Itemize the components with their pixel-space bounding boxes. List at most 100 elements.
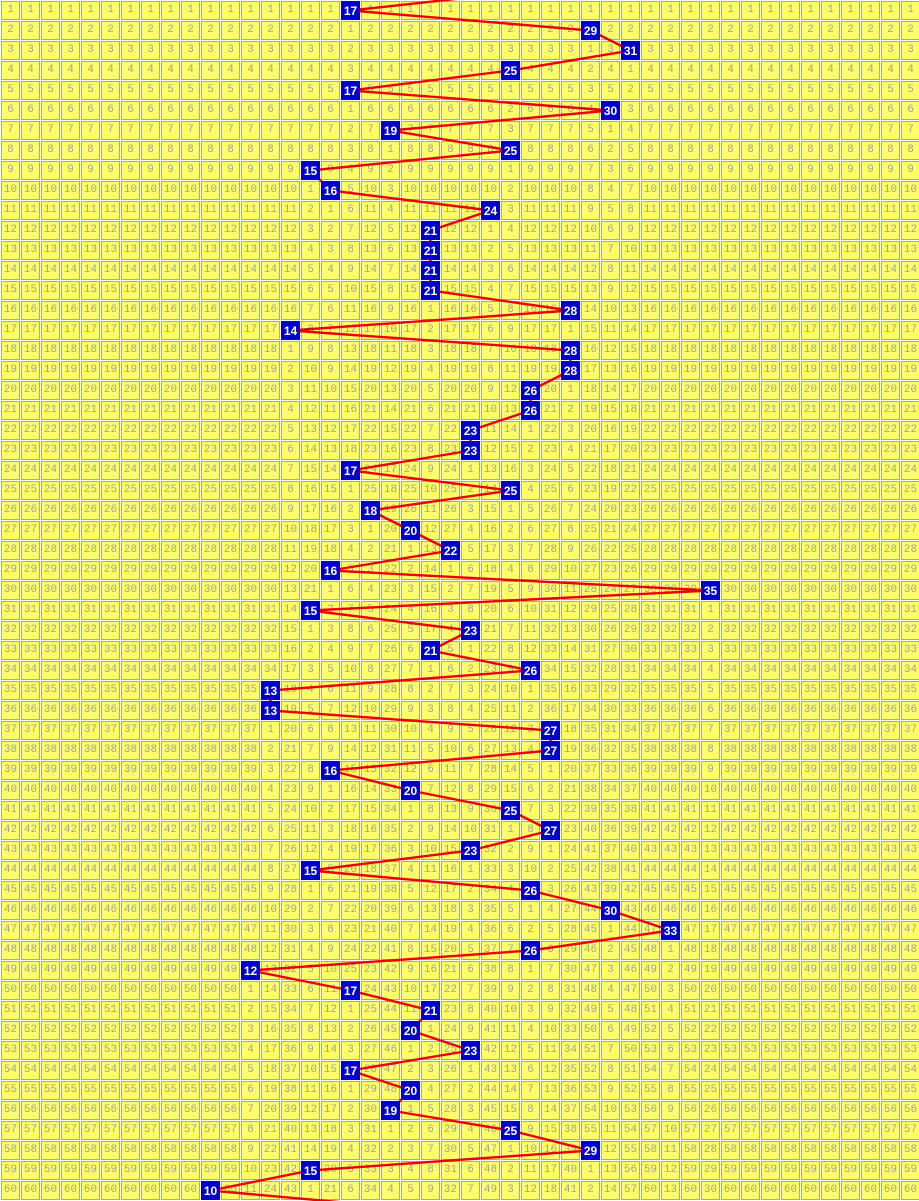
miss-cell: 9 <box>121 161 140 180</box>
miss-cell: 3 <box>741 41 760 60</box>
table-row: 10 10 10 10 10 10 10 10 10 10 10 10 10 10 10 1 5 10 3 10 10 1… <box>1 181 919 200</box>
miss-cell: 29 <box>641 561 660 580</box>
miss-cell: 4 <box>461 61 480 80</box>
miss-cell: 31 <box>481 821 500 840</box>
miss-cell: 18 <box>621 401 640 420</box>
miss-cell: 30 <box>441 1141 460 1160</box>
miss-cell: 18 <box>1 341 20 360</box>
miss-cell: 33 <box>861 641 880 660</box>
miss-cell: 10 <box>141 181 160 200</box>
miss-cell: 16 <box>301 481 320 500</box>
miss-cell: 3 <box>281 381 300 400</box>
miss-cell: 19 <box>601 481 620 500</box>
miss-cell: 4 <box>481 281 500 300</box>
table-row: 42 42 42 42 42 42 42 42 42 42 42 42 42 6 25 11 3 18 16 35 2 9… <box>1 821 919 840</box>
miss-cell: 29 <box>121 561 140 580</box>
miss-cell: 5 <box>381 221 400 240</box>
miss-cell: 53 <box>781 1041 800 1060</box>
miss-cell: 16 <box>681 301 700 320</box>
miss-cell: 59 <box>761 1161 780 1180</box>
miss-cell: 5 <box>401 881 420 900</box>
miss-cell: 5 <box>441 641 460 660</box>
miss-cell: 45 <box>661 881 680 900</box>
miss-cell: 7 <box>121 121 140 140</box>
miss-cell: 36 <box>881 701 900 720</box>
miss-cell: 1 <box>661 941 680 960</box>
miss-cell: 46 <box>681 901 700 920</box>
miss-cell: 12 <box>461 221 480 240</box>
miss-cell: 10 <box>781 181 800 200</box>
miss-cell: 13 <box>501 1061 520 1080</box>
miss-cell: 3 <box>401 841 420 860</box>
miss-cell: 6 <box>541 101 560 120</box>
miss-cell: 55 <box>61 1081 80 1100</box>
miss-cell: 26 <box>761 501 780 520</box>
miss-cell: 1 <box>241 981 260 1000</box>
miss-cell: 48 <box>381 1081 400 1100</box>
miss-cell: 3 <box>641 41 660 60</box>
table-row: 18 18 18 18 18 18 18 18 18 18 18 18 18 18 1 9 8 13 18 11 18 3… <box>1 341 919 360</box>
miss-cell: 48 <box>81 941 100 960</box>
miss-cell: 59 <box>641 1161 660 1180</box>
table-row: 23 23 23 23 23 23 23 23 23 23 23 23 23 23 6 14 13 18 23 16 2… <box>1 441 919 460</box>
miss-cell: 24 <box>901 461 919 480</box>
miss-cell: 47 <box>761 921 780 940</box>
miss-cell: 23 <box>701 441 720 460</box>
miss-cell: 15 <box>861 281 880 300</box>
miss-cell: 57 <box>41 1121 60 1140</box>
miss-cell: 13 <box>321 1021 340 1040</box>
miss-cell: 43 <box>841 841 860 860</box>
miss-cell: 15 <box>741 281 760 300</box>
miss-cell: 33 <box>661 641 680 660</box>
drawn-cell <box>321 181 340 200</box>
miss-cell: 25 <box>621 541 640 560</box>
miss-cell: 6 <box>241 101 260 120</box>
miss-cell: 7 <box>241 1101 260 1120</box>
miss-cell: 57 <box>861 1121 880 1140</box>
miss-cell: 16 <box>61 301 80 320</box>
miss-cell: 31 <box>101 601 120 620</box>
miss-cell: 22 <box>61 421 80 440</box>
drawn-cell <box>401 521 420 540</box>
miss-cell: 13 <box>101 241 120 260</box>
miss-cell: 37 <box>581 761 600 780</box>
miss-cell: 14 <box>721 261 740 280</box>
miss-cell: 3 <box>421 701 440 720</box>
miss-cell: 8 <box>301 1021 320 1040</box>
miss-cell: 4 <box>341 1141 360 1160</box>
drawn-cell <box>541 741 560 760</box>
miss-cell: 5 <box>401 81 420 100</box>
miss-cell: 11 <box>281 541 300 560</box>
miss-cell: 3 <box>501 41 520 60</box>
miss-cell: 28 <box>141 541 160 560</box>
miss-cell: 6 <box>301 981 320 1000</box>
miss-cell: 7 <box>261 841 280 860</box>
miss-cell: 35 <box>781 681 800 700</box>
miss-cell: 21 <box>441 961 460 980</box>
miss-cell: 22 <box>21 421 40 440</box>
miss-cell: 51 <box>121 1001 140 1020</box>
miss-cell: 7 <box>341 601 360 620</box>
miss-cell: 14 <box>41 261 60 280</box>
miss-cell: 37 <box>61 721 80 740</box>
miss-cell: 32 <box>841 621 860 640</box>
miss-cell: 52 <box>841 1021 860 1040</box>
miss-cell: 2 <box>301 21 320 40</box>
miss-cell: 44 <box>861 861 880 880</box>
miss-cell: 53 <box>41 1041 60 1060</box>
miss-cell: 18 <box>681 341 700 360</box>
miss-cell: 25 <box>881 481 900 500</box>
miss-cell: 39 <box>1 761 20 780</box>
miss-cell: 59 <box>861 1161 880 1180</box>
miss-cell: 27 <box>221 521 240 540</box>
miss-cell: 11 <box>281 201 300 220</box>
miss-cell: 47 <box>81 921 100 940</box>
miss-cell: 24 <box>541 461 560 480</box>
miss-cell: 42 <box>161 821 180 840</box>
miss-cell: 21 <box>161 401 180 420</box>
miss-cell: 24 <box>701 461 720 480</box>
miss-cell: 23 <box>281 781 300 800</box>
miss-cell: 45 <box>861 881 880 900</box>
table-row: 13 13 13 13 13 13 13 13 13 13 13 13 13 13 13 4 3 8 13 6 13 13… <box>1 241 919 260</box>
miss-cell: 2 <box>81 21 100 40</box>
